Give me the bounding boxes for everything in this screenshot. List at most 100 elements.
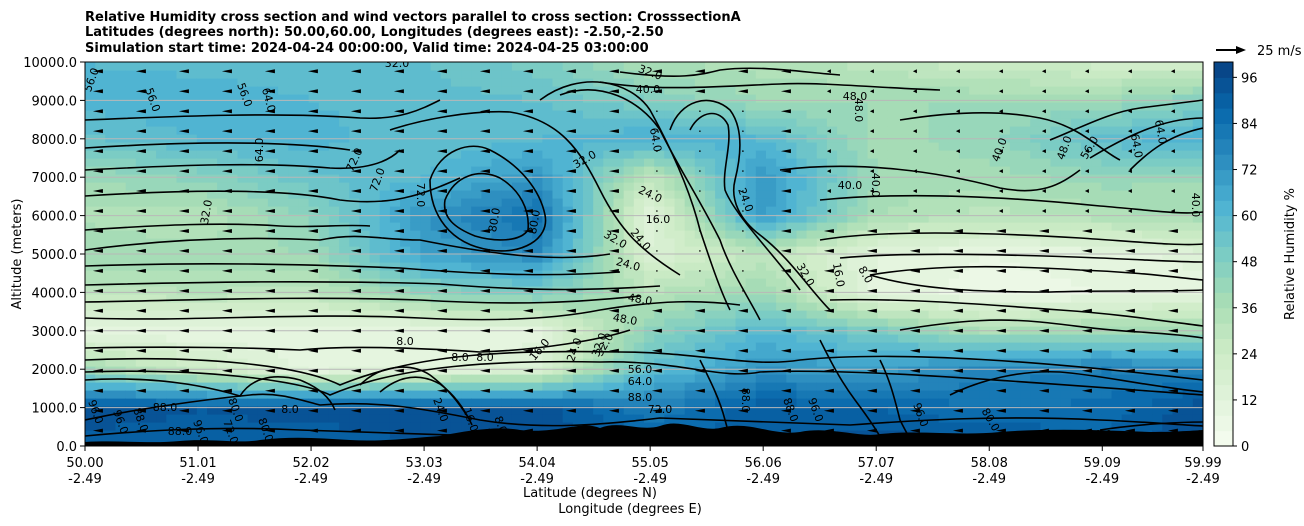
heat-cell <box>207 214 218 223</box>
heat-cell <box>725 62 737 71</box>
heat-cell <box>146 174 157 183</box>
heat-cell <box>125 238 137 247</box>
heat-cell <box>1101 358 1113 367</box>
heat-cell <box>664 174 676 183</box>
heat-cell <box>705 126 716 135</box>
heat-cell <box>125 94 137 103</box>
heat-cell <box>603 382 615 391</box>
heat-cell <box>989 390 1001 399</box>
heat-cell <box>644 150 655 159</box>
heat-cell <box>837 142 848 151</box>
heat-cell <box>1111 318 1123 327</box>
heat-cell <box>867 174 879 183</box>
heat-cell <box>196 142 208 151</box>
heat-cell <box>603 406 615 415</box>
heat-cell <box>684 158 696 167</box>
heat-cell <box>867 190 879 199</box>
heat-cell <box>989 62 1001 71</box>
heat-cell <box>572 374 584 383</box>
heat-cell <box>918 318 930 327</box>
heat-cell <box>644 254 655 263</box>
heat-cell <box>755 294 767 303</box>
heat-cell <box>471 174 482 183</box>
heat-cell <box>308 350 320 359</box>
heat-cell <box>400 310 411 319</box>
heat-cell <box>766 342 777 351</box>
heat-cell <box>1070 62 1082 71</box>
heat-cell <box>491 254 503 263</box>
heat-cell <box>440 174 452 183</box>
heat-cell <box>796 214 808 223</box>
heat-cell <box>654 190 665 199</box>
heat-cell <box>887 374 899 383</box>
heat-cell <box>664 382 676 391</box>
heat-cell <box>146 366 157 375</box>
heat-cell <box>999 270 1011 279</box>
heat-cell <box>715 302 726 311</box>
heat-cell <box>481 334 493 343</box>
heat-cell <box>135 214 147 223</box>
heat-cell <box>318 102 330 111</box>
heat-cell <box>369 358 381 367</box>
heat-cell <box>735 382 747 391</box>
heat-cell <box>918 110 930 119</box>
heat-cell <box>552 390 564 399</box>
heat-cell <box>410 70 421 79</box>
heat-cell <box>1121 222 1133 231</box>
heat-cell <box>257 86 269 95</box>
heat-cell <box>156 270 167 279</box>
heat-cell <box>237 102 249 111</box>
heat-cell <box>755 94 767 103</box>
heat-cell <box>481 174 493 183</box>
heat-cell <box>207 70 218 79</box>
heat-cell <box>237 166 249 175</box>
heat-cell <box>196 78 208 87</box>
heat-cell <box>247 174 259 183</box>
heat-cell <box>481 270 493 279</box>
heat-cell <box>461 422 472 431</box>
heat-cell <box>633 390 645 399</box>
heat-cell <box>237 382 249 391</box>
heat-cell <box>562 422 574 431</box>
heat-cell <box>552 158 564 167</box>
heat-cell <box>105 310 117 319</box>
heat-cell <box>552 190 564 199</box>
heat-cell <box>247 158 259 167</box>
heat-cell <box>166 110 178 119</box>
heat-cell <box>1101 270 1113 279</box>
heat-cell <box>1091 94 1102 103</box>
heat-cell <box>999 422 1011 431</box>
heat-cell <box>715 198 726 207</box>
heat-cell <box>1009 246 1021 255</box>
heat-cell <box>166 374 178 383</box>
heat-cell <box>644 334 655 343</box>
heat-cell <box>257 358 269 367</box>
heat-cell <box>217 422 228 431</box>
heat-cell <box>318 430 330 439</box>
heat-cell <box>267 334 279 343</box>
heat-cell <box>1070 358 1082 367</box>
heat-cell <box>328 118 340 127</box>
heat-cell <box>257 286 269 295</box>
heat-cell <box>1020 270 1031 279</box>
heat-cell <box>908 238 920 247</box>
heat-cell <box>857 302 869 311</box>
heat-cell <box>227 374 239 383</box>
heat-cell <box>430 342 442 351</box>
heat-cell <box>1111 238 1123 247</box>
heat-cell <box>664 62 676 71</box>
heat-cell <box>684 302 696 311</box>
heat-cell <box>400 118 411 127</box>
heat-cell <box>1020 94 1031 103</box>
heat-cell <box>644 198 655 207</box>
heat-cell <box>989 158 1001 167</box>
heat-cell <box>328 62 340 71</box>
heat-cell <box>379 150 391 159</box>
heat-cell <box>1091 70 1102 79</box>
heat-cell <box>267 254 279 263</box>
heat-cell <box>176 166 188 175</box>
heat-cell <box>705 414 716 423</box>
heat-cell <box>1030 278 1041 287</box>
heat-cell <box>776 270 787 279</box>
heat-cell <box>349 270 361 279</box>
